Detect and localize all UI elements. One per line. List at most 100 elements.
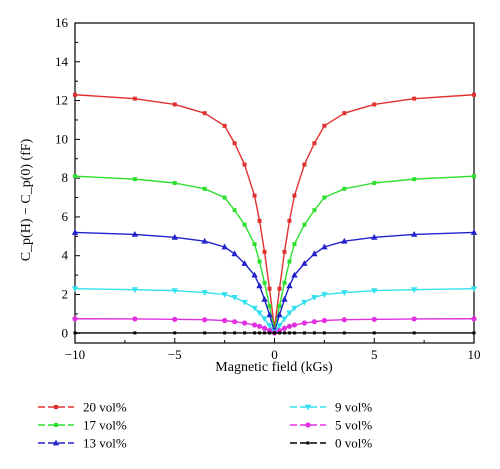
data-point [171, 288, 178, 295]
data-point [231, 250, 238, 257]
data-point [281, 325, 288, 331]
data-point [277, 286, 282, 291]
data-point [301, 260, 308, 266]
data-point [73, 331, 77, 335]
data-point [231, 295, 238, 301]
data-point [302, 162, 307, 167]
data-point [252, 242, 257, 247]
data-point [321, 243, 328, 250]
legend-label: 0 vol% [335, 436, 372, 451]
data-point [221, 243, 228, 250]
data-point [268, 331, 272, 335]
data-point [281, 295, 288, 302]
data-point [241, 320, 248, 326]
data-point [291, 305, 298, 312]
data-point [73, 174, 77, 179]
series-5-vol [72, 316, 477, 336]
data-point [472, 92, 476, 97]
data-point [341, 237, 348, 244]
series-layer [71, 92, 478, 336]
y-tick-label: 4 [62, 248, 69, 263]
data-point [172, 316, 178, 322]
data-point [286, 310, 293, 317]
legend: 20 vol% 17 vol% 13 vol% 9 vol% 5 vol% 0 vol% [38, 400, 372, 451]
data-point [232, 319, 238, 325]
data-point [311, 319, 317, 325]
data-point [410, 230, 418, 237]
data-point [273, 331, 276, 335]
data-point [372, 181, 377, 185]
y-axis-label: C_p(H) − C_p(0) (fF) [19, 138, 34, 261]
data-point [201, 290, 208, 296]
data-point [261, 295, 268, 302]
data-point [242, 162, 247, 167]
data-point [412, 177, 417, 182]
data-point [292, 331, 296, 335]
data-point [258, 331, 262, 335]
data-point [201, 237, 208, 244]
data-point [301, 320, 308, 326]
data-point [232, 208, 237, 213]
y-tick-label: 8 [62, 170, 69, 185]
data-point [71, 229, 79, 235]
data-point [251, 271, 258, 278]
data-point [276, 311, 283, 318]
data-point [131, 287, 139, 294]
data-point [301, 299, 308, 306]
data-point [292, 242, 297, 247]
data-point [73, 92, 77, 97]
legend-label: 13 vol% [83, 436, 127, 451]
data-point [202, 317, 208, 323]
legend-item: 17 vol% [38, 418, 127, 433]
x-axis-label: Magnetic field (kGs) [215, 360, 333, 375]
data-point [172, 181, 177, 185]
data-point [133, 331, 137, 335]
data-point [71, 286, 79, 293]
data-point [232, 141, 237, 146]
x-tick-label: −5 [168, 347, 182, 362]
data-point [241, 260, 248, 266]
data-point [202, 186, 207, 191]
data-point [311, 250, 318, 257]
data-point [371, 316, 377, 322]
data-point [256, 323, 263, 329]
data-point [221, 292, 228, 298]
data-point [321, 317, 327, 324]
data-point [251, 305, 258, 312]
data-point [276, 323, 283, 329]
legend-label: 5 vol% [335, 418, 372, 433]
data-point [470, 286, 478, 293]
data-point [372, 102, 377, 107]
data-point [342, 186, 347, 191]
legend-swatch-marker [52, 439, 60, 446]
data-point [277, 331, 281, 335]
y-tick-label: 2 [62, 287, 69, 302]
legend-swatch-marker [306, 441, 310, 445]
data-point [322, 331, 326, 335]
data-point [282, 249, 287, 254]
y-tick-label: 0 [62, 325, 69, 340]
data-point [312, 331, 316, 335]
data-point [321, 292, 328, 298]
data-point [253, 331, 257, 335]
legend-item: 13 vol% [38, 436, 127, 451]
legend-swatch-marker [54, 423, 58, 427]
data-point [471, 316, 477, 322]
legend-swatch-marker [54, 405, 58, 409]
data-point [131, 230, 139, 237]
y-tick-label: 12 [55, 93, 68, 108]
data-point [472, 331, 476, 335]
data-point [266, 323, 273, 329]
legend-item: 9 vol% [290, 400, 372, 415]
legend-label: 17 vol% [83, 418, 127, 433]
legend-label: 20 vol% [83, 400, 127, 415]
x-tick-label: −10 [65, 347, 85, 362]
data-point [172, 102, 177, 107]
data-point [243, 331, 247, 335]
data-point [251, 322, 258, 328]
data-point [257, 218, 262, 223]
data-point [267, 286, 272, 291]
legend-item: 20 vol% [38, 400, 127, 415]
y-axis-ticks: 0 2 4 6 8 10 12 14 16 [55, 15, 80, 340]
